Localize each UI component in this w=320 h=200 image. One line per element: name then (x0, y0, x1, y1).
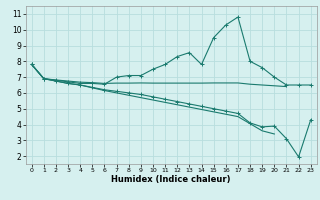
X-axis label: Humidex (Indice chaleur): Humidex (Indice chaleur) (111, 175, 231, 184)
